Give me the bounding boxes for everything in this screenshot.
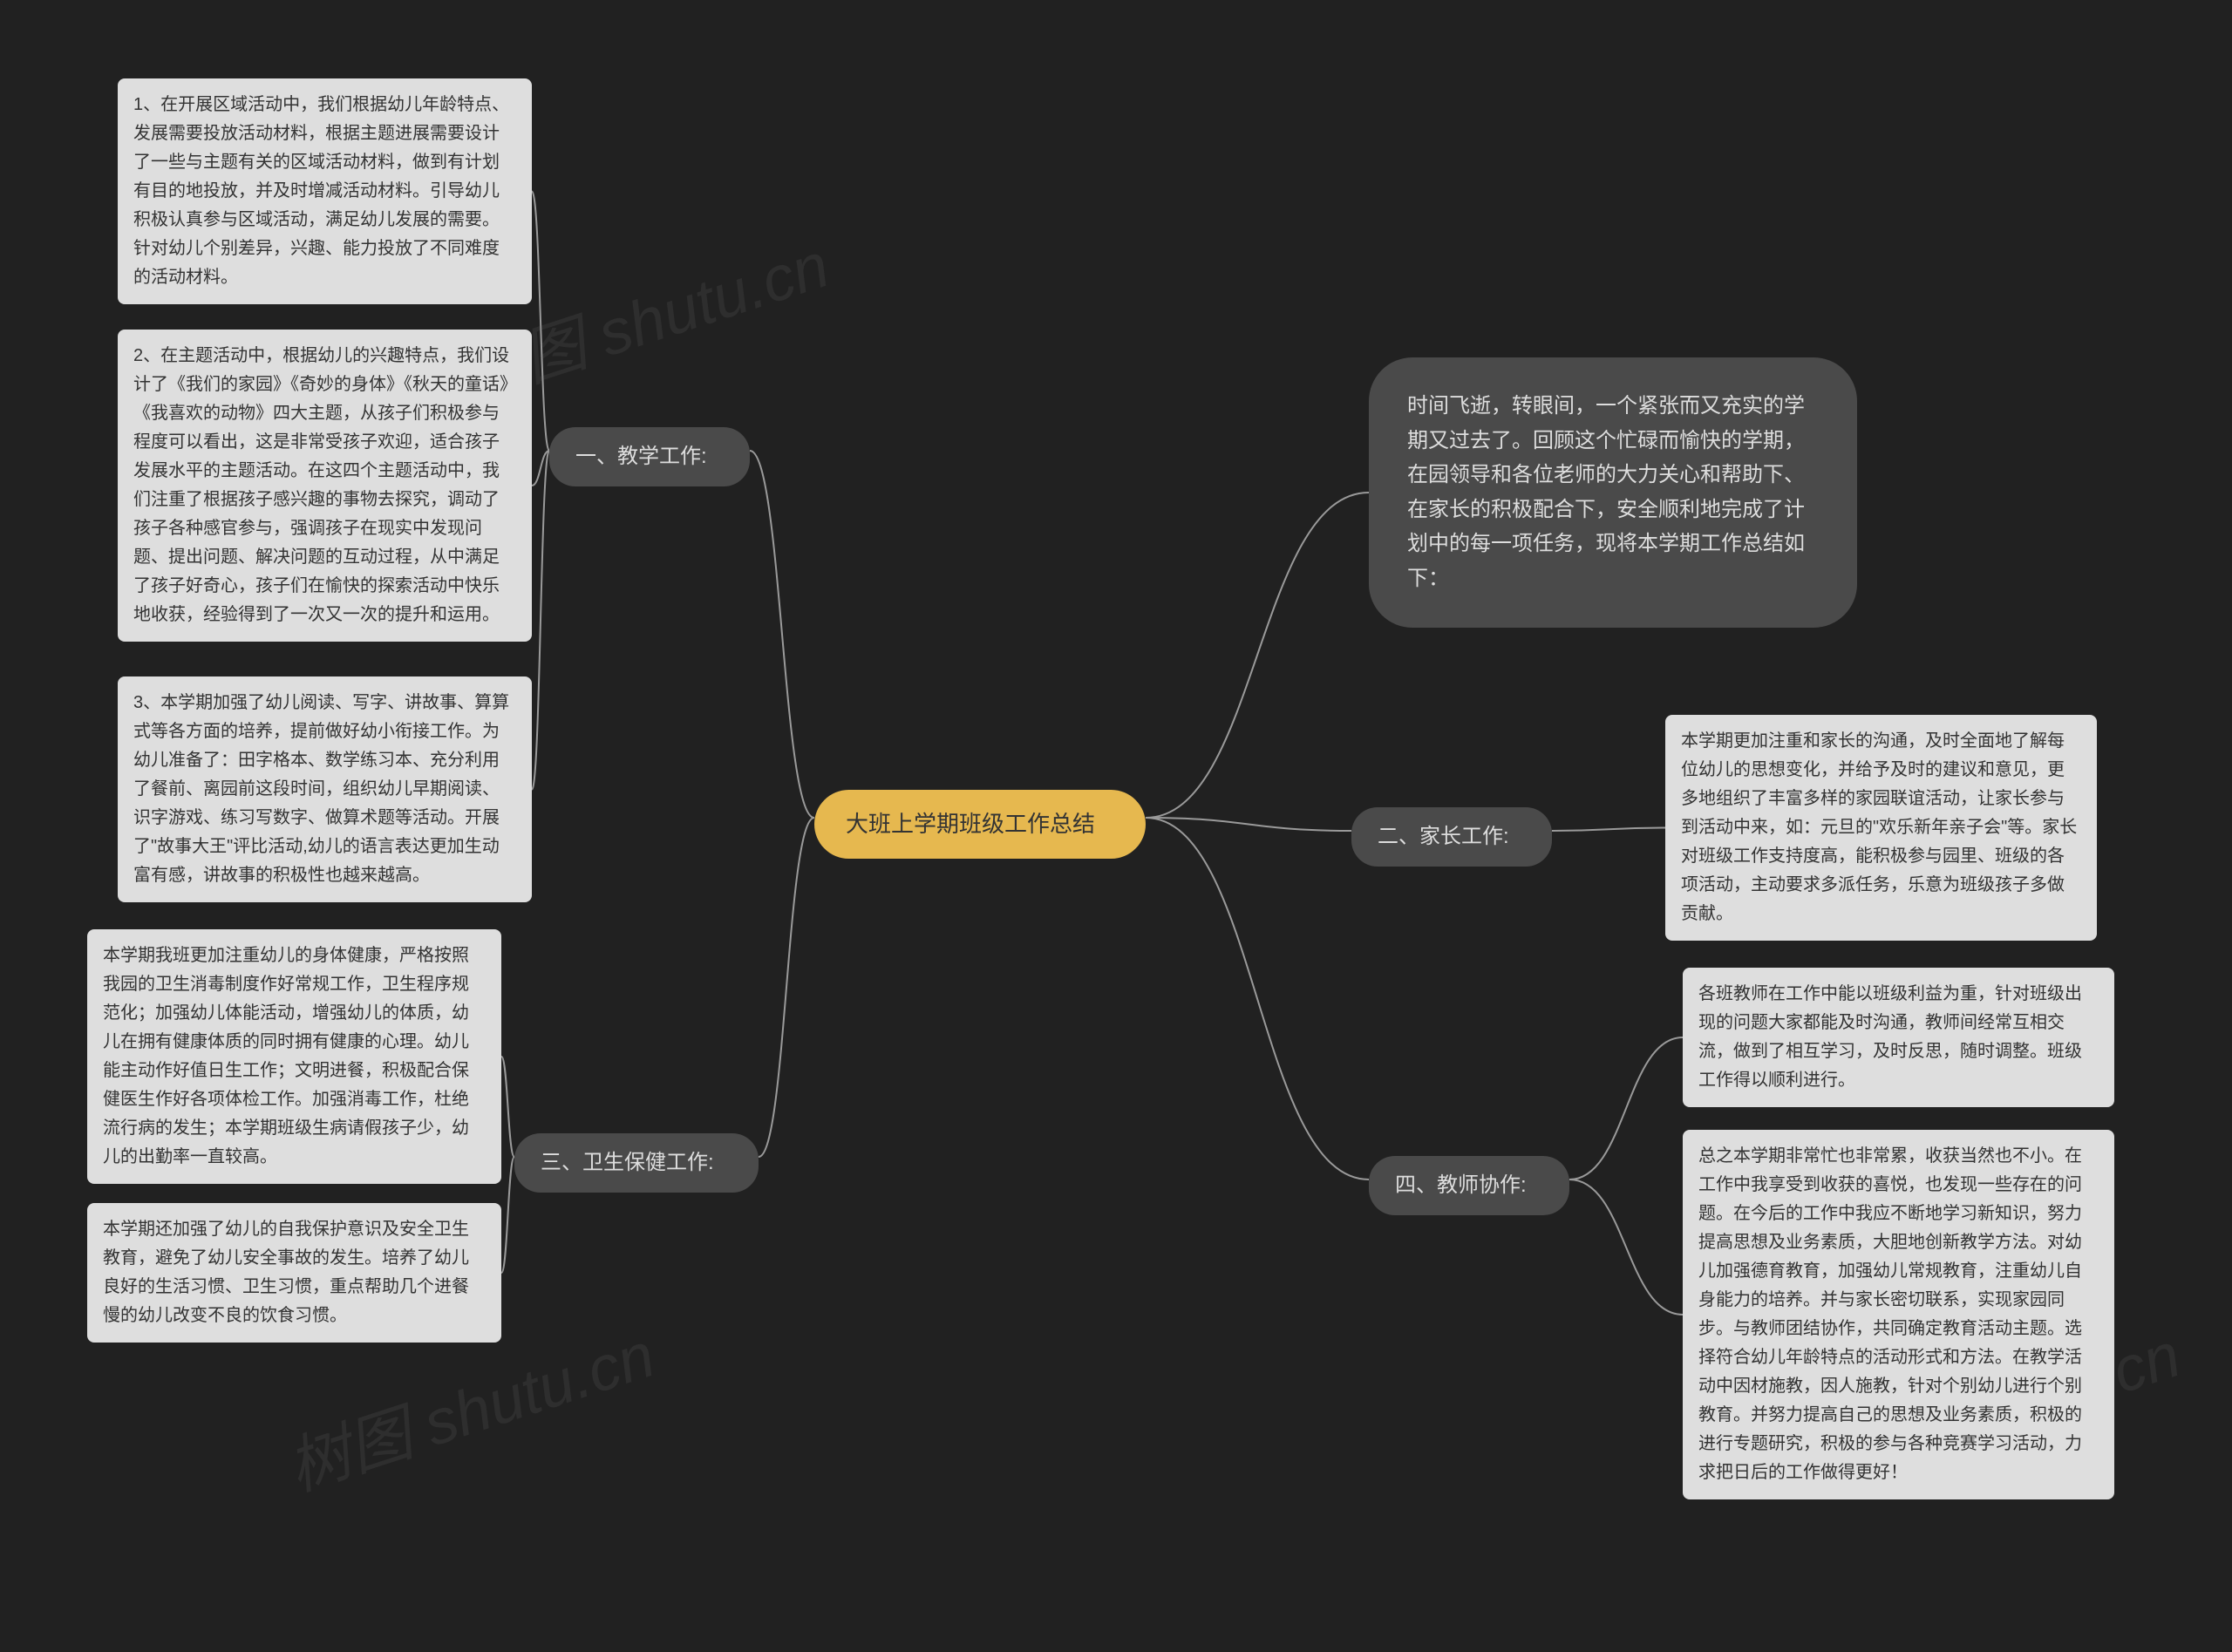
- leaf-node[interactable]: 各班教师在工作中能以班级利益为重，针对班级出现的问题大家都能及时沟通，教师间经常…: [1683, 968, 2114, 1107]
- leaf-node[interactable]: 1、在开展区域活动中，我们根据幼儿年龄特点、发展需要投放活动材料，根据主题进展需…: [118, 78, 532, 304]
- branch-hygiene[interactable]: 三、卫生保健工作:: [514, 1133, 759, 1193]
- branch-parents[interactable]: 二、家长工作:: [1351, 807, 1552, 867]
- leaf-node[interactable]: 本学期更加注重和家长的沟通，及时全面地了解每位幼儿的思想变化，并给予及时的建议和…: [1665, 715, 2097, 941]
- mindmap-stage: 树图 shutu.cn 树图 shutu.cn 树图 shutu.cn 树图 s…: [0, 0, 2232, 1652]
- branch-teachers[interactable]: 四、教师协作:: [1369, 1156, 1569, 1215]
- leaf-node[interactable]: 本学期我班更加注重幼儿的身体健康，严格按照我园的卫生消毒制度作好常规工作，卫生程…: [87, 929, 501, 1184]
- branch-teaching[interactable]: 一、教学工作:: [549, 427, 750, 486]
- leaf-node[interactable]: 本学期还加强了幼儿的自我保护意识及安全卫生教育，避免了幼儿安全事故的发生。培养了…: [87, 1203, 501, 1343]
- intro-node[interactable]: 时间飞逝，转眼间，一个紧张而又充实的学期又过去了。回顾这个忙碌而愉快的学期，在园…: [1369, 357, 1857, 628]
- leaf-node[interactable]: 3、本学期加强了幼儿阅读、写字、讲故事、算算式等各方面的培养，提前做好幼小衔接工…: [118, 676, 532, 902]
- center-topic[interactable]: 大班上学期班级工作总结: [814, 790, 1146, 859]
- leaf-node[interactable]: 2、在主题活动中，根据幼儿的兴趣特点，我们设计了《我们的家园》《奇妙的身体》《秋…: [118, 330, 532, 642]
- leaf-node[interactable]: 总之本学期非常忙也非常累，收获当然也不小。在工作中我享受到收获的喜悦，也发现一些…: [1683, 1130, 2114, 1499]
